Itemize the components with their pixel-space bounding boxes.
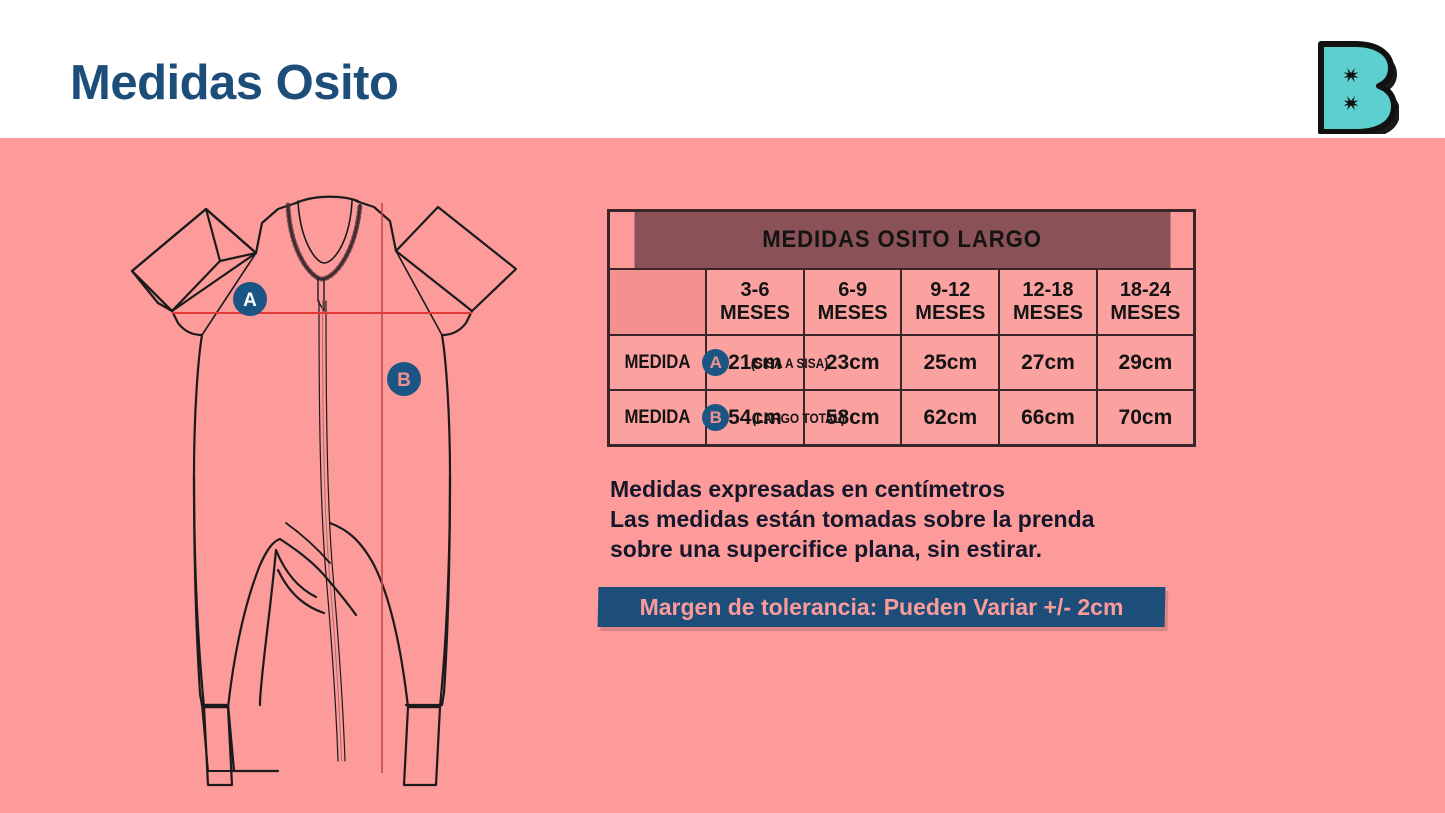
raglan-seams	[201, 250, 443, 336]
size-range: 18-24	[1119, 279, 1171, 301]
right-sleeve	[394, 205, 518, 313]
notes-block: Medidas expresadas en centímetros Las me…	[610, 474, 1220, 564]
body-outline	[170, 195, 474, 695]
row-label-prefix: MEDIDA	[624, 351, 691, 373]
row-badge-a: A	[702, 349, 730, 376]
svg-text:B: B	[397, 370, 411, 391]
note-line-2: Las medidas están tomadas sobre la prend…	[610, 506, 1095, 532]
size-unit: MESES	[817, 302, 888, 324]
row-label-suffix: (SISA A SISA)	[750, 354, 828, 371]
size-range: 9-12	[930, 279, 971, 301]
measurement-lines	[172, 203, 472, 773]
header-size-3: 9-12 MESES	[900, 268, 1001, 336]
collar	[285, 200, 363, 282]
logo-letter-b	[1318, 41, 1397, 134]
header-size-4: 12-18 MESES	[998, 268, 1098, 336]
logo-star-upper	[1343, 68, 1359, 83]
header-size-2: 6-9 MESES	[802, 268, 903, 336]
row-label-suffix: (LARGO TOTAL)	[751, 409, 845, 426]
table-title: MEDIDAS OSITO LARGO	[631, 209, 1172, 270]
cuffs	[202, 705, 442, 787]
svg-text:A: A	[243, 290, 257, 311]
cell-a-6-9: 23cm	[802, 334, 903, 391]
cell-b-18-24: 70cm	[1095, 389, 1196, 447]
tolerance-banner: Margen de tolerancia: Pueden Variar +/- …	[597, 587, 1166, 627]
size-unit: MESES	[1110, 302, 1181, 324]
marker-a-badge: A	[233, 282, 267, 316]
note-line-3: sobre una supercifice plana, sin estirar…	[610, 536, 1043, 562]
crotch-curve	[278, 522, 358, 617]
left-leg	[198, 691, 226, 707]
size-unit: MESES	[719, 302, 790, 324]
cell-a-18-24: 29cm	[1095, 334, 1196, 391]
size-range: 3-6	[740, 279, 770, 301]
table-title-row: MEDIDAS OSITO LARGO	[609, 209, 1195, 270]
table-row-medida-b: MEDIDA B (LARGO TOTAL) 54cm 58cm 62cm 66…	[607, 389, 1196, 447]
row-badge-b: B	[702, 404, 730, 431]
size-unit: MESES	[1012, 302, 1083, 324]
cell-a-12-18: 27cm	[998, 334, 1098, 391]
page-title: Medidas Osito	[70, 56, 399, 110]
table-row-medida-a: MEDIDA A (SISA A SISA) 21cm 23cm 25cm 27…	[607, 334, 1196, 391]
logo-star-lower	[1343, 96, 1359, 111]
size-table: MEDIDAS OSITO LARGO 3-6 MESES 6-9 MESES …	[607, 209, 1196, 447]
size-range: 12-18	[1022, 279, 1074, 301]
size-unit: MESES	[915, 302, 986, 324]
brand-logo	[1303, 30, 1399, 134]
cell-a-9-12: 25cm	[900, 334, 1001, 391]
cell-a-3-6: 21cm	[705, 334, 805, 391]
header-size-1: 3-6 MESES	[705, 268, 805, 336]
table-header-row: 3-6 MESES 6-9 MESES 9-12 MESES 12-18 MES…	[607, 268, 1196, 336]
header-empty-cell	[607, 268, 708, 336]
header-band	[0, 0, 1445, 138]
garment-illustration: A B	[110, 145, 570, 805]
header-size-5: 18-24 MESES	[1095, 268, 1196, 336]
note-line-1: Medidas expresadas en centímetros	[610, 476, 1005, 502]
marker-b-badge: B	[387, 362, 421, 396]
cell-b-12-18: 66cm	[998, 389, 1098, 447]
crotch-inseam	[258, 548, 326, 703]
tolerance-text: Margen de tolerancia: Pueden Variar +/- …	[639, 593, 1124, 620]
size-range: 6-9	[838, 279, 868, 301]
row-label-b: MEDIDA B (LARGO TOTAL)	[607, 389, 844, 447]
cell-b-6-9: 58cm	[802, 389, 903, 447]
row-label-a: MEDIDA A (SISA A SISA)	[607, 334, 828, 391]
leg-silhouettes	[192, 473, 452, 709]
cell-b-9-12: 62cm	[900, 389, 1001, 447]
row-label-prefix: MEDIDA	[624, 406, 691, 428]
zipper-placket	[317, 278, 346, 762]
